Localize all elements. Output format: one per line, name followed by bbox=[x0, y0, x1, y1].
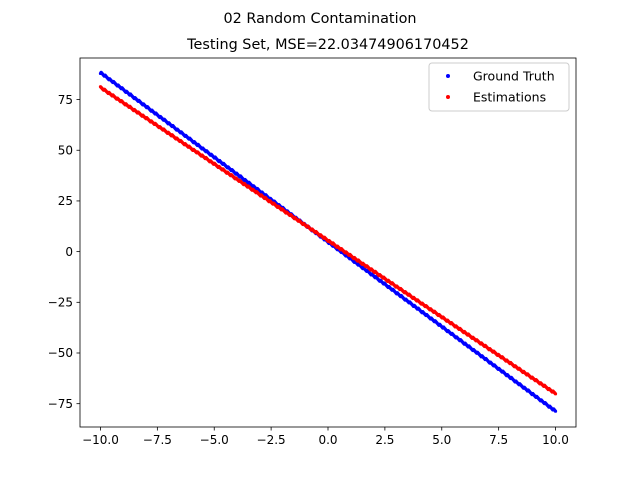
series-estimations bbox=[98, 85, 558, 396]
legend-label: Ground Truth bbox=[473, 69, 555, 84]
x-tick-label: 7.5 bbox=[489, 433, 508, 447]
data-point bbox=[553, 409, 558, 413]
y-tick-label: −25 bbox=[48, 296, 73, 310]
x-tick-label: 2.5 bbox=[375, 433, 394, 447]
y-tick-label: 0 bbox=[65, 245, 73, 259]
x-tick-label: −5.0 bbox=[200, 433, 229, 447]
legend-marker bbox=[446, 74, 450, 78]
legend-box bbox=[428, 62, 570, 112]
y-tick-label: −50 bbox=[48, 346, 73, 360]
data-point bbox=[553, 392, 558, 396]
legend: Ground Truth Estimations bbox=[428, 62, 570, 112]
chart-suptitle: 02 Random Contamination bbox=[224, 11, 417, 27]
x-tick-label: −10.0 bbox=[82, 433, 119, 447]
x-tick-label: −7.5 bbox=[143, 433, 172, 447]
y-tick-label: −75 bbox=[48, 397, 73, 411]
x-tick-label: −2.5 bbox=[257, 433, 286, 447]
legend-label: Estimations bbox=[473, 90, 546, 105]
x-tick-label: 5.0 bbox=[432, 433, 451, 447]
y-tick-label: 25 bbox=[58, 194, 73, 208]
plot-area bbox=[98, 70, 558, 413]
x-tick-label: 10.0 bbox=[542, 433, 569, 447]
y-tick-label: 75 bbox=[58, 93, 73, 107]
x-tick-label: 0.0 bbox=[318, 433, 337, 447]
y-tick-label: 50 bbox=[58, 143, 73, 157]
axes: −10.0 −7.5 −5.0 −2.5 0.0 2.5 5.0 7.5 10.0 −75 −50 −… bbox=[48, 57, 577, 447]
chart-title: Testing Set, MSE=22.03474906170452 bbox=[186, 37, 469, 53]
legend-marker bbox=[446, 95, 450, 99]
series-ground-truth bbox=[98, 70, 558, 413]
